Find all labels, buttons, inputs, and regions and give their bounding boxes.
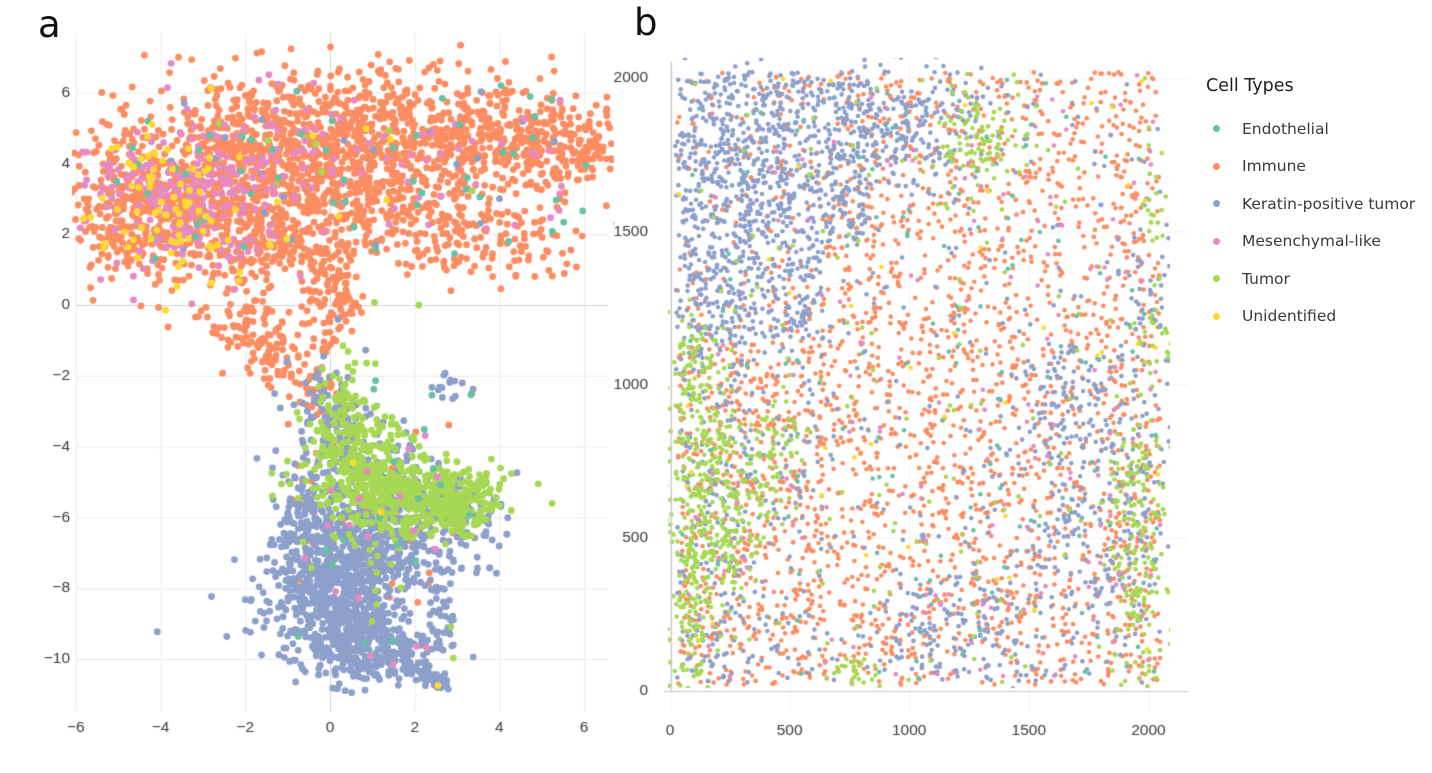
legend-item-label: Unidentified — [1242, 307, 1337, 326]
legend-swatch-icon — [1213, 162, 1220, 170]
legend-item-label: Immune — [1242, 157, 1306, 176]
legend-swatch-icon — [1213, 125, 1220, 133]
legend-item: Mesenchymal-like — [1196, 223, 1426, 261]
panel-label-b: b — [634, 1, 658, 44]
legend-item: Immune — [1196, 148, 1426, 186]
legend-item-label: Mesenchymal-like — [1242, 232, 1381, 251]
legend-items: Endothelial Immune Keratin-positive tumor M… — [1196, 110, 1426, 335]
panel-label-a: a — [38, 3, 61, 46]
legend-swatch-icon — [1213, 312, 1220, 320]
legend-swatch-icon — [1213, 200, 1220, 208]
legend-item: Unidentified — [1196, 298, 1426, 336]
legend-item: Keratin-positive tumor — [1196, 185, 1426, 223]
legend: Cell Types Endothelial Immune Keratin-posi… — [1196, 76, 1426, 335]
legend-item-label: Keratin-positive tumor — [1242, 194, 1416, 213]
legend-title: Cell Types — [1206, 76, 1294, 96]
legend-swatch-icon — [1213, 237, 1220, 245]
legend-item-label: Tumor — [1242, 269, 1290, 288]
legend-item: Endothelial — [1196, 110, 1426, 148]
legend-swatch-icon — [1213, 275, 1220, 283]
legend-item: Tumor — [1196, 260, 1426, 298]
legend-item-label: Endothelial — [1242, 119, 1329, 138]
